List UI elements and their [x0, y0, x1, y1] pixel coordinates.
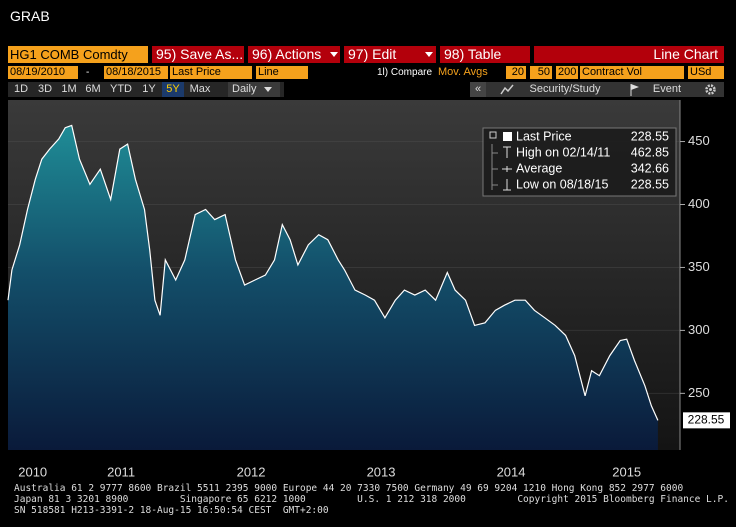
period-button[interactable]: 1M: [61, 83, 77, 95]
security-field[interactable]: HG1 COMB Comdty: [8, 46, 148, 63]
legend-stat-value: 462.85: [631, 145, 669, 159]
ma-field[interactable]: 50: [530, 66, 552, 79]
price-area: [8, 125, 658, 451]
period-button[interactable]: 1Y: [142, 83, 156, 95]
legend-swatch: [503, 132, 512, 141]
period-bar-bg: [8, 82, 284, 97]
end-date[interactable]: 08/18/2015: [104, 66, 168, 79]
x-tick-label: 2011: [107, 464, 135, 479]
mov-avgs-label[interactable]: Mov. Avgs: [438, 66, 488, 78]
study-bar: [470, 82, 724, 97]
collapse-button[interactable]: «: [470, 82, 486, 97]
legend-stat-label: Low on 08/18/15: [516, 177, 608, 191]
y-tick-label: 400: [688, 196, 710, 211]
window-title: GRAB: [10, 8, 50, 24]
compare-label[interactable]: 1l) Compare: [377, 67, 433, 78]
start-date[interactable]: 08/19/2010: [8, 66, 78, 79]
footer-line: Japan 81 3 3201 8900 Singapore 65 6212 1…: [14, 494, 729, 505]
currency[interactable]: USd: [688, 66, 724, 79]
legend-toggle[interactable]: [489, 131, 497, 139]
last-price-tag: [683, 412, 730, 429]
event-button[interactable]: Event: [652, 83, 682, 95]
legend-stat-value: 228.55: [631, 177, 669, 191]
footer-line: SN 518581 H213-3391-2 18-Aug-15 16:50:54…: [14, 505, 329, 516]
period-button[interactable]: 3D: [37, 83, 53, 95]
y-tick-label: 250: [688, 385, 710, 400]
x-tick-label: 2010: [18, 464, 47, 479]
legend-tree: [491, 144, 498, 190]
y-tick-label: 450: [688, 133, 710, 148]
period-button[interactable]: 6M: [85, 83, 101, 95]
high-icon: [503, 146, 511, 158]
legend-stat-label: High on 02/14/11: [516, 145, 610, 159]
save-as-button[interactable]: 95) Save As...: [152, 46, 244, 63]
legend-stat-value: 342.66: [631, 161, 669, 175]
ma-field[interactable]: 200: [556, 66, 578, 79]
field-select[interactable]: Last Price: [170, 66, 252, 79]
price-line: [7, 124, 659, 421]
edit-button[interactable]: 97) Edit: [344, 46, 436, 63]
x-tick-label: 2015: [612, 464, 641, 479]
style-select[interactable]: Line: [256, 66, 308, 79]
dropdown-arrow: [425, 52, 433, 57]
view-label: Line Chart: [534, 46, 724, 63]
dropdown-arrow: [330, 52, 338, 57]
study-icon: [500, 84, 514, 95]
table-button[interactable]: 98) Table: [440, 46, 530, 63]
legend-stat-label: Average: [516, 161, 562, 175]
period-button[interactable]: Max: [189, 83, 211, 95]
period-button[interactable]: 5Y: [162, 82, 184, 97]
x-tick-label: 2014: [497, 464, 526, 479]
x-tick-label: 2013: [367, 464, 396, 479]
dropdown-arrow: [264, 87, 272, 92]
legend: Last Price 228.55 High on 02/14/11 462.85 Av…: [482, 127, 677, 197]
footer: Australia 61 2 9777 8600 Brazil 5511 239…: [14, 483, 734, 527]
price-chart: Last Price 228.55 High on 02/14/11 462.85 Av…: [7, 100, 730, 479]
actions-button[interactable]: 96) Actions: [248, 46, 340, 63]
last-price-label: 228.55: [688, 413, 725, 427]
ma-field[interactable]: 20: [506, 66, 526, 79]
legend-stat-label: Last Price: [516, 129, 572, 143]
settings-gear-icon[interactable]: [704, 83, 717, 96]
frequency-select[interactable]: Daily: [228, 82, 280, 97]
y-tick-label: 300: [688, 322, 710, 337]
period-button[interactable]: YTD: [110, 83, 132, 95]
x-tick-label: 2012: [237, 464, 266, 479]
lower-study[interactable]: Contract Vol: [580, 66, 684, 79]
legend-box: [482, 127, 677, 197]
low-icon: [503, 179, 511, 191]
average-icon: [502, 166, 512, 172]
y-tick-label: 350: [688, 259, 710, 274]
event-flag-icon: [630, 84, 639, 96]
legend-stat-value: 228.55: [631, 129, 669, 143]
footer-line: Australia 61 2 9777 8600 Brazil 5511 239…: [14, 483, 684, 494]
study-button[interactable]: Security/Study: [529, 83, 601, 95]
date-separator: -: [86, 67, 90, 78]
period-button[interactable]: 1D: [13, 83, 29, 95]
